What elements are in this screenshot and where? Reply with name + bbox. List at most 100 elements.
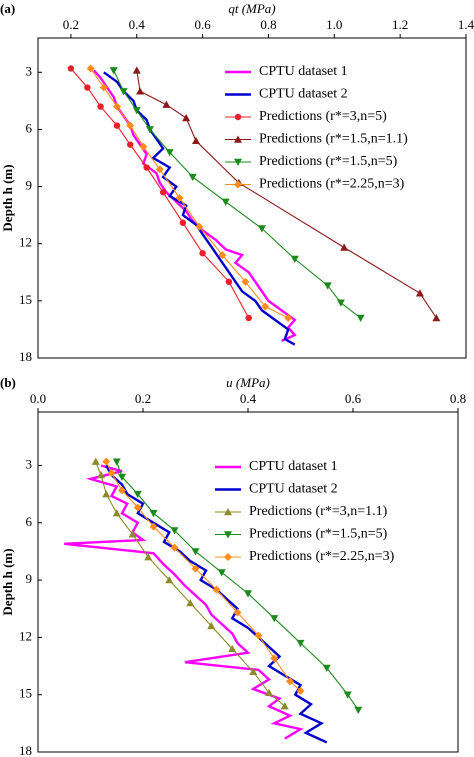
marker — [143, 164, 150, 171]
legend-label: CPTU dataset 1 — [259, 64, 348, 79]
marker — [112, 509, 121, 517]
y-axis-label: Depth h (m) — [0, 164, 15, 231]
marker — [241, 277, 250, 286]
marker — [113, 102, 122, 111]
y-tick-label: 9 — [26, 571, 33, 586]
marker — [186, 599, 195, 607]
x-tick-label: 1.0 — [326, 17, 342, 32]
marker — [221, 198, 230, 206]
plot-frame — [37, 411, 459, 753]
legend-label: Predictions (r*=3,n=5) — [259, 109, 387, 124]
marker — [217, 569, 226, 577]
marker — [192, 136, 201, 145]
x-tick-label: 0.0 — [30, 391, 46, 406]
series-line — [64, 464, 304, 740]
legend-marker — [224, 531, 232, 539]
legend-label: Predictions (r*=2.25,n=3) — [259, 177, 405, 192]
marker — [199, 250, 206, 257]
legend-marker — [224, 553, 232, 561]
marker — [132, 107, 141, 115]
marker — [323, 282, 332, 290]
x-tick-label: 0.2 — [135, 391, 151, 406]
marker — [139, 142, 148, 151]
marker — [84, 84, 91, 91]
series-line — [116, 461, 359, 711]
series-line — [103, 71, 296, 346]
marker — [112, 458, 121, 466]
marker — [102, 457, 111, 466]
legend-label: Predictions (r*=1.5,n=5) — [259, 154, 398, 169]
x-tick-label: 0.8 — [450, 391, 466, 406]
marker — [149, 522, 158, 531]
marker — [165, 149, 174, 157]
marker — [191, 548, 200, 556]
marker — [86, 64, 95, 73]
marker — [218, 251, 227, 260]
marker — [354, 706, 363, 714]
marker — [188, 173, 197, 182]
legend-label: Predictions (r*=3,n=1.1) — [249, 504, 388, 519]
x-tick-label: 0.6 — [194, 17, 211, 32]
legend-marker — [224, 508, 232, 516]
marker — [126, 141, 134, 148]
marker — [244, 590, 252, 598]
marker — [102, 490, 111, 498]
marker — [261, 302, 270, 311]
y-tick-label: 12 — [19, 235, 32, 250]
marker — [144, 553, 153, 561]
marker — [175, 194, 184, 202]
marker — [133, 490, 142, 499]
marker — [296, 639, 305, 648]
legend-marker — [234, 113, 242, 121]
marker — [155, 165, 164, 174]
legend-label: Predictions (r*=2.25,n=3) — [249, 549, 395, 564]
y-tick-label: 18 — [19, 743, 32, 757]
marker — [119, 88, 128, 96]
marker — [159, 189, 167, 196]
y-tick-label: 3 — [26, 63, 33, 78]
marker — [336, 299, 345, 307]
marker — [170, 543, 179, 552]
marker — [149, 510, 158, 518]
marker — [343, 691, 352, 699]
marker — [191, 564, 200, 573]
x-tick-label: 1.2 — [392, 17, 408, 32]
marker — [182, 114, 191, 122]
legend-label: Predictions (r*=1.5,n=1.1) — [259, 132, 408, 147]
marker — [270, 654, 279, 663]
marker — [254, 631, 263, 640]
y-tick-label: 3 — [26, 456, 33, 471]
marker — [136, 87, 145, 95]
marker — [432, 314, 441, 322]
marker — [67, 65, 75, 72]
marker — [162, 100, 171, 108]
marker — [228, 644, 237, 653]
marker — [286, 677, 294, 686]
series-line — [113, 70, 361, 319]
marker — [249, 667, 258, 675]
y-tick-label: 15 — [19, 686, 32, 701]
legend-label: CPTU dataset 1 — [249, 459, 338, 474]
marker — [126, 121, 135, 130]
marker — [97, 471, 105, 479]
marker — [128, 530, 137, 538]
panel-label: (b) — [0, 375, 16, 390]
x-axis-label: qt (MPa) — [228, 1, 275, 16]
marker — [132, 66, 141, 74]
y-tick-label: 12 — [19, 628, 32, 643]
legend-label: CPTU dataset 2 — [259, 87, 348, 102]
marker — [113, 122, 121, 129]
y-tick-label: 15 — [19, 292, 32, 307]
marker — [118, 473, 126, 481]
x-axis-label: u (MPa) — [226, 375, 270, 390]
marker — [340, 243, 349, 251]
x-tick-label: 0.8 — [260, 17, 276, 32]
marker — [133, 503, 142, 512]
y-tick-label: 9 — [26, 178, 33, 193]
marker — [91, 457, 100, 465]
x-tick-label: 0.4 — [129, 17, 146, 32]
y-tick-label: 6 — [26, 514, 33, 529]
marker — [280, 702, 289, 710]
marker — [107, 469, 116, 478]
